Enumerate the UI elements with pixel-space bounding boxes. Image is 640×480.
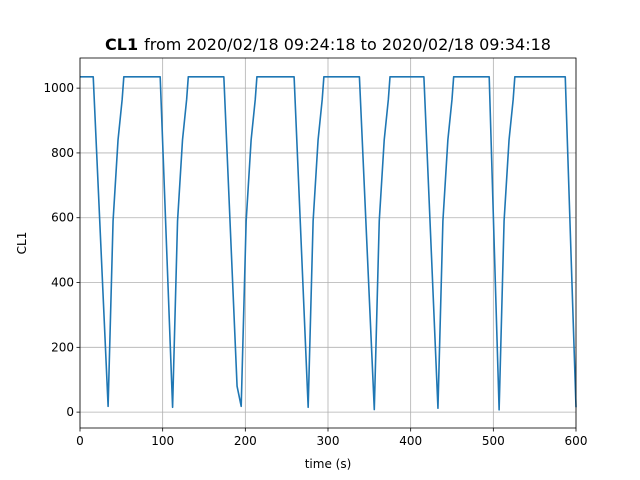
x-tick-label: 0 bbox=[76, 434, 84, 448]
x-tick-label: 300 bbox=[317, 434, 340, 448]
data-line bbox=[80, 75, 577, 411]
title-name: CL1 bbox=[105, 35, 138, 54]
x-tick-label: 100 bbox=[151, 434, 174, 448]
y-tick-label: 400 bbox=[51, 276, 74, 290]
x-tick-label: 600 bbox=[565, 434, 588, 448]
y-tick-label: 200 bbox=[51, 340, 74, 354]
y-tick-label: 800 bbox=[51, 146, 74, 160]
y-tick-label: 0 bbox=[66, 405, 74, 419]
y-axis-label: CL1 bbox=[15, 232, 29, 255]
title-range: from 2020/02/18 09:24:18 to 2020/02/18 0… bbox=[144, 35, 551, 54]
chart-title: CL1 from 2020/02/18 09:24:18 to 2020/02/1… bbox=[105, 35, 551, 54]
y-tick-label: 600 bbox=[51, 211, 74, 225]
x-axis-label: time (s) bbox=[305, 457, 352, 471]
plot-frame bbox=[79, 57, 577, 429]
x-tick-label: 400 bbox=[399, 434, 422, 448]
y-tick-label: 1000 bbox=[43, 81, 74, 95]
x-tick-label: 500 bbox=[482, 434, 505, 448]
x-tick-label: 200 bbox=[234, 434, 257, 448]
